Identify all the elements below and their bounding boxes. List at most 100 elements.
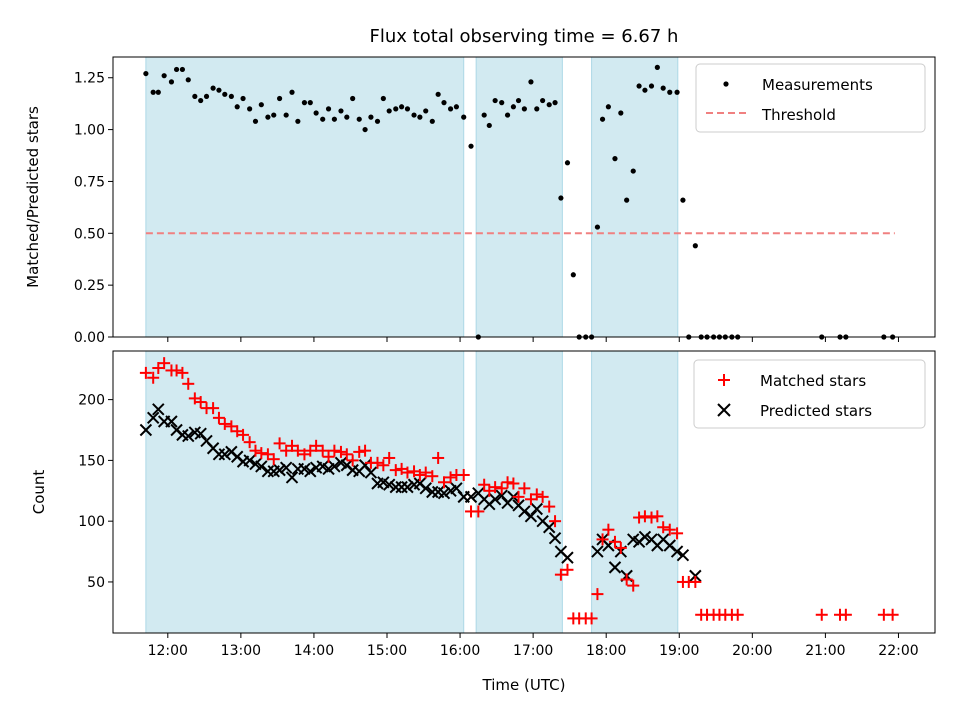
matched-star-point <box>176 366 189 379</box>
predicted-cross-stroke <box>243 454 256 467</box>
legend-matched-marker <box>718 374 730 386</box>
predicted-star-point <box>518 505 531 518</box>
measurement-point <box>528 79 534 85</box>
predicted-cross-stroke <box>304 465 317 478</box>
matched-star-point <box>273 437 286 450</box>
predicted-cross-stroke <box>512 499 525 512</box>
matched-star-point <box>457 468 470 481</box>
matched-star-point <box>401 466 414 479</box>
matched-star-point <box>243 436 256 449</box>
predicted-cross-stroke <box>645 533 658 546</box>
predicted-star-point <box>304 465 317 478</box>
measurement-point <box>320 116 326 122</box>
matched-star-point <box>627 579 640 592</box>
measurement-point <box>325 106 332 112</box>
matched-star-point <box>413 468 426 481</box>
measurement-point <box>143 70 149 77</box>
predicted-cross-stroke <box>395 480 408 494</box>
predicted-cross-stroke <box>518 505 531 518</box>
bottom-x-ticks: 12:00 13:00 14:00 15:00 16:00 17:00 18:00 19:00… <box>148 633 919 659</box>
measurement-point <box>515 97 522 104</box>
predicted-cross-stroke <box>548 531 562 545</box>
matched-star-point <box>437 476 450 489</box>
measurement-point <box>301 100 308 106</box>
x-tick-label: 15:00 <box>367 643 407 659</box>
predicted-star-point <box>212 448 226 461</box>
matched-star-point <box>316 444 329 457</box>
matched-star-point <box>158 357 171 370</box>
matched-star-point <box>472 505 485 518</box>
measurement-point <box>429 118 435 124</box>
measurement-point <box>642 87 648 93</box>
measurement-point <box>624 197 630 203</box>
predicted-star-point <box>243 454 256 467</box>
predicted-star-point <box>194 427 207 440</box>
matched-star-point <box>596 533 609 546</box>
measurement-point <box>192 93 198 100</box>
measurement-point <box>271 112 277 118</box>
matched-star-point <box>530 488 543 501</box>
predicted-cross-stroke <box>346 463 359 477</box>
measurement-point <box>247 106 253 112</box>
matched-star-point <box>147 371 160 384</box>
predicted-star-point <box>285 471 299 484</box>
top-observing-intervals <box>145 56 679 338</box>
predicted-cross-stroke <box>663 539 676 552</box>
predicted-cross-stroke <box>689 569 702 583</box>
matched-star-point <box>255 447 268 460</box>
predicted-cross-stroke <box>206 442 220 455</box>
predicted-cross-stroke <box>389 480 402 494</box>
measurement-point <box>374 118 381 124</box>
matched-star-point <box>549 515 562 528</box>
measurement-point <box>252 118 259 124</box>
matched-star-point <box>194 396 207 409</box>
measurement-point <box>594 224 601 230</box>
matched-star-point <box>657 521 670 534</box>
predicted-cross-stroke <box>358 459 372 472</box>
matched-star-point <box>478 478 491 491</box>
x-axis-label: Time (UTC) <box>482 676 566 694</box>
measurement-point <box>417 114 423 120</box>
predicted-cross-stroke <box>543 521 556 534</box>
y-tick-label: 0.50 <box>74 226 105 242</box>
predicted-star-point <box>401 480 414 494</box>
count-points <box>139 357 899 625</box>
measurement-point <box>222 91 228 97</box>
matched-star-point <box>489 481 502 494</box>
measurement-point <box>150 89 156 95</box>
matched-star-point <box>249 444 262 457</box>
predicted-cross-stroke <box>194 427 207 440</box>
chart-title: Flux total observing time = 6.67 h <box>370 26 679 47</box>
measurement-point <box>161 73 167 79</box>
predicted-cross-stroke <box>279 461 293 474</box>
measurement-point <box>185 77 191 83</box>
measurement-point <box>599 116 606 122</box>
measurement-point <box>216 87 222 93</box>
matched-star-point <box>620 573 633 586</box>
y-tick-label: 1.00 <box>74 123 105 139</box>
measurement-point <box>667 89 673 95</box>
matched-star-point <box>346 454 359 467</box>
measurement-point <box>356 116 362 122</box>
predicted-star-point <box>279 461 293 474</box>
measurement-point <box>168 79 175 85</box>
measurement-point <box>692 243 698 249</box>
matched-star-point <box>638 510 651 523</box>
top-plot-frame <box>112 56 936 338</box>
matched-star-point <box>839 608 852 621</box>
predicted-cross-stroke <box>495 489 508 502</box>
predicted-star-point <box>182 429 195 443</box>
measurement-point <box>283 112 289 118</box>
matched-star-point <box>543 500 556 513</box>
matched-star-point <box>495 482 508 495</box>
predicted-star-point <box>255 460 268 473</box>
predicted-cross-stroke <box>591 545 604 558</box>
measurement-point <box>558 195 564 201</box>
measurement-point <box>386 108 392 114</box>
matched-star-point <box>291 444 304 457</box>
measurement-point <box>492 97 498 104</box>
predicted-cross-stroke <box>401 480 414 494</box>
matched-star-point <box>518 482 531 495</box>
measurement-point <box>368 114 374 120</box>
top-legend: Measurements Threshold <box>695 63 926 133</box>
